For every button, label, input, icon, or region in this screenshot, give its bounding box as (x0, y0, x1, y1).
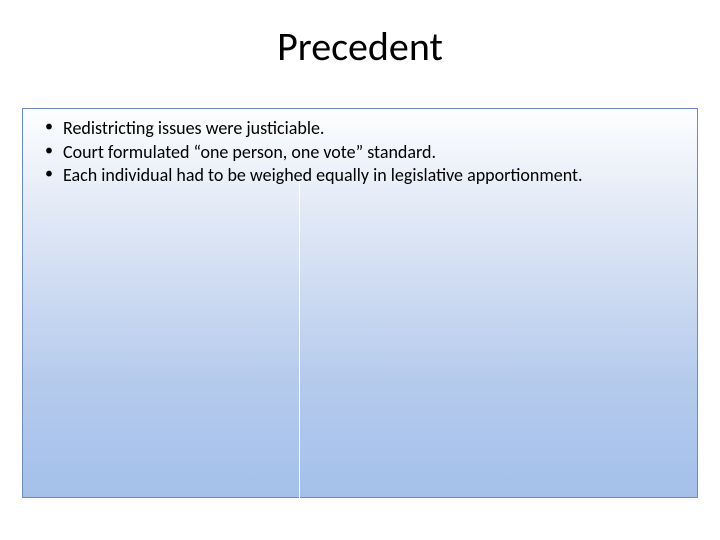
vertical-divider (299, 171, 300, 499)
list-item: Redistricting issues were justiciable. (41, 117, 685, 140)
bullet-list: Redistricting issues were justiciable. C… (41, 117, 685, 188)
slide: Precedent Redistricting issues were just… (0, 0, 720, 540)
list-item: Each individual had to be weighed equall… (41, 164, 685, 187)
content-box: Redistricting issues were justiciable. C… (22, 108, 698, 498)
list-item: Court formulated “one person, one vote” … (41, 141, 685, 164)
slide-title: Precedent (0, 22, 720, 71)
